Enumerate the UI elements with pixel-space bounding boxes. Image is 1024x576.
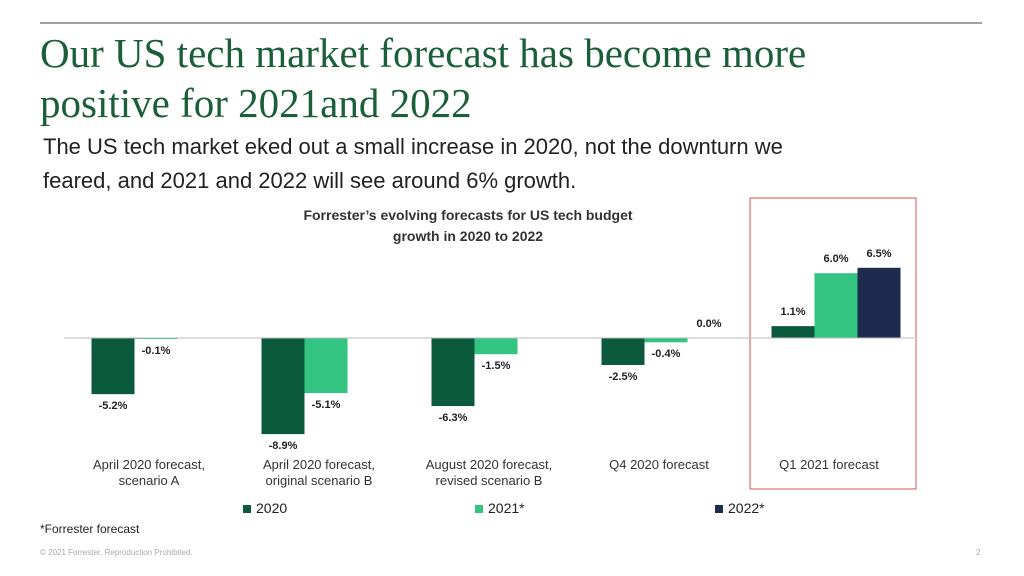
slide-title: Our US tech market forecast has become m… bbox=[40, 30, 807, 126]
x-tick-label: August 2020 forecast, revised scenario B bbox=[425, 457, 553, 488]
legend-label: 2021* bbox=[488, 500, 525, 516]
bar bbox=[814, 273, 858, 338]
bar bbox=[91, 338, 135, 395]
value-label: -5.2% bbox=[98, 400, 128, 413]
x-tick-label: Q4 2020 forecast bbox=[609, 457, 709, 472]
value-label: -6.3% bbox=[438, 412, 468, 425]
value-label: 6.5% bbox=[866, 247, 892, 260]
chart-title: Forrester’s evolving forecasts for US te… bbox=[303, 207, 633, 244]
legend-swatch bbox=[243, 505, 251, 513]
copyright: © 2021 Forrester. Reproduction Prohibite… bbox=[40, 548, 193, 557]
x-tick-label: April 2020 forecast, scenario A bbox=[92, 457, 205, 488]
value-label: -1.5% bbox=[481, 360, 511, 373]
bar bbox=[431, 338, 475, 407]
value-label: -0.1% bbox=[141, 345, 171, 358]
page-number: 2 bbox=[976, 548, 981, 557]
legend-swatch bbox=[715, 505, 723, 513]
bar bbox=[474, 338, 518, 355]
legend-label: 2022* bbox=[728, 500, 765, 516]
x-tick-label: Q1 2021 forecast bbox=[779, 457, 879, 472]
highlight-box bbox=[749, 197, 917, 490]
bar bbox=[134, 338, 178, 340]
value-label: -8.9% bbox=[268, 440, 298, 453]
slide-subtitle: The US tech market eked out a small incr… bbox=[43, 134, 783, 193]
value-label: 6.0% bbox=[823, 253, 849, 266]
bar bbox=[644, 338, 688, 343]
bar bbox=[857, 267, 901, 338]
x-tick-label: April 2020 forecast, original scenario B bbox=[262, 457, 375, 488]
legend-label: 2020 bbox=[256, 500, 288, 516]
bar bbox=[601, 338, 645, 365]
bar bbox=[261, 338, 305, 435]
legend-swatch bbox=[475, 505, 483, 513]
value-label: -0.4% bbox=[651, 348, 681, 361]
value-label: 0.0% bbox=[696, 318, 722, 330]
value-label: 1.1% bbox=[780, 306, 806, 319]
footnote: *Forrester forecast bbox=[40, 522, 140, 536]
value-label: -5.1% bbox=[311, 399, 341, 412]
bar bbox=[304, 338, 348, 394]
bar bbox=[771, 326, 815, 338]
value-label: -2.5% bbox=[608, 371, 638, 383]
